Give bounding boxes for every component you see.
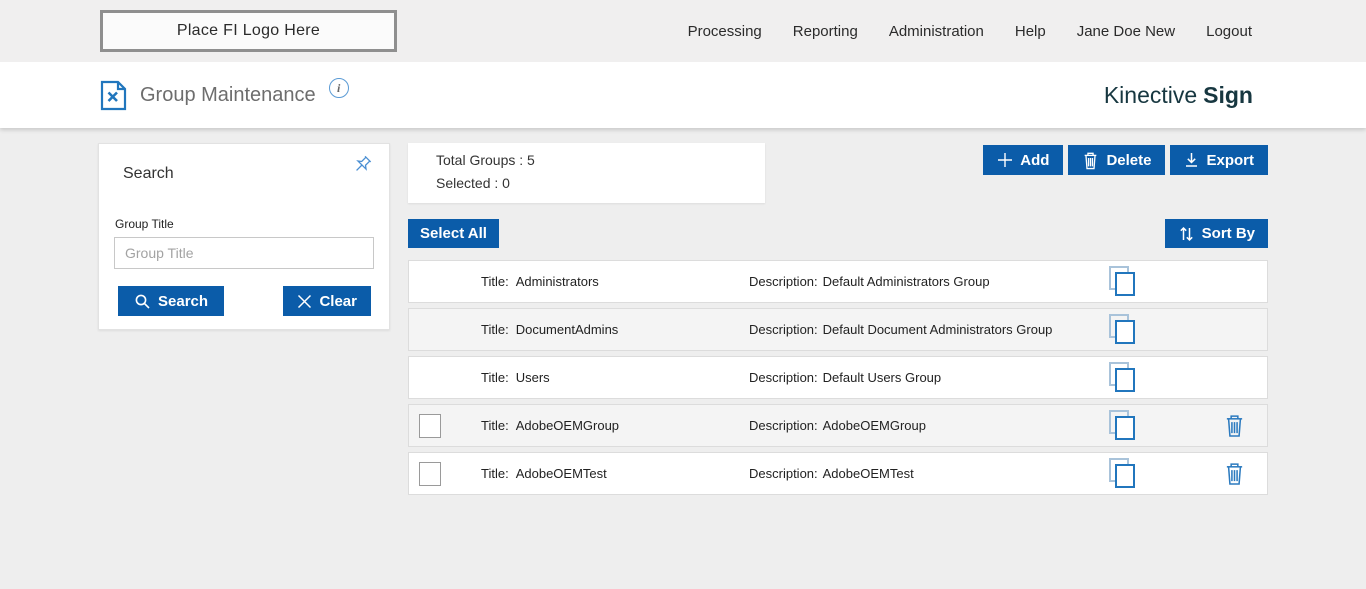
nav-user-menu[interactable]: Jane Doe New	[1076, 22, 1176, 40]
row-delete-button[interactable]	[1224, 461, 1245, 486]
selected-value: 0	[502, 175, 510, 191]
top-nav: Processing Reporting Administration Help…	[688, 0, 1252, 62]
nav-help[interactable]: Help	[1014, 22, 1046, 40]
row-description-prefix: Description:	[749, 466, 818, 481]
row-description-prefix: Description:	[749, 322, 818, 337]
group-row: Title: AdobeOEMTest Description: AdobeOE…	[408, 452, 1268, 495]
export-button[interactable]: Export	[1170, 145, 1268, 175]
pushpin-icon[interactable]	[348, 152, 375, 184]
info-icon[interactable]: i	[328, 78, 349, 98]
trash-icon	[1224, 413, 1245, 438]
trash-icon	[1082, 151, 1099, 170]
fi-logo-placeholder: Place FI Logo Here	[100, 10, 397, 52]
brand-text-regular: Kinective	[1103, 81, 1198, 108]
copy-icon[interactable]	[1109, 458, 1137, 489]
delete-button[interactable]: Delete	[1068, 145, 1166, 175]
main-content: Search Group Title Search	[0, 128, 1366, 589]
row-description-value: Default Users Group	[822, 370, 942, 385]
copy-icon[interactable]	[1109, 314, 1137, 345]
nav-logout[interactable]: Logout	[1206, 22, 1252, 40]
select-all-button[interactable]: Select All	[408, 219, 499, 248]
nav-reporting[interactable]: Reporting	[792, 22, 858, 40]
trash-icon	[1224, 461, 1245, 486]
plus-icon	[997, 152, 1013, 168]
clear-button[interactable]: Clear	[283, 286, 371, 316]
sort-by-button[interactable]: Sort By	[1164, 219, 1268, 248]
search-button[interactable]: Search	[118, 286, 225, 316]
row-title-value: DocumentAdmins	[515, 322, 619, 337]
row-title-prefix: Title:	[481, 322, 509, 337]
fi-logo-text: Place FI Logo Here	[176, 22, 321, 39]
row-title-value: Users	[515, 370, 550, 385]
row-description-value: AdobeOEMGroup	[822, 418, 926, 433]
group-row: Title: Users Description: Default Users …	[408, 356, 1268, 399]
row-description-prefix: Description:	[749, 370, 818, 385]
row-checkbox[interactable]	[419, 461, 441, 486]
row-title-prefix: Title:	[481, 466, 509, 481]
arrows-up-down-icon	[1178, 225, 1195, 243]
stats-box: Total Groups : 5 Selected : 0	[408, 143, 765, 203]
row-title-value: Administrators	[515, 274, 599, 289]
selected-label: Selected :	[436, 175, 499, 191]
row-title-prefix: Title:	[481, 370, 509, 385]
row-title-value: AdobeOEMGroup	[515, 418, 620, 433]
copy-icon[interactable]	[1109, 362, 1137, 393]
x-icon	[297, 294, 312, 309]
search-panel: Search Group Title Search	[98, 143, 390, 330]
row-delete-button[interactable]	[1224, 413, 1245, 438]
row-description-prefix: Description:	[749, 274, 818, 289]
row-checkbox[interactable]	[419, 413, 441, 438]
group-title-input[interactable]	[114, 237, 374, 269]
nav-processing[interactable]: Processing	[687, 22, 762, 40]
group-row: Title: DocumentAdmins Description: Defau…	[408, 308, 1268, 351]
group-row: Title: AdobeOEMGroup Description: AdobeO…	[408, 404, 1268, 447]
document-tools-icon	[100, 80, 127, 111]
page-title: Group Maintenance	[140, 83, 316, 106]
top-bar: Place FI Logo Here Processing Reporting …	[0, 0, 1366, 62]
copy-icon[interactable]	[1109, 410, 1137, 441]
copy-icon[interactable]	[1109, 266, 1137, 297]
total-groups-label: Total Groups :	[436, 152, 524, 168]
download-icon	[1184, 152, 1199, 168]
magnifier-icon	[134, 293, 151, 310]
total-groups-value: 5	[527, 152, 535, 168]
add-button[interactable]: Add	[983, 145, 1064, 175]
row-description-value: Default Document Administrators Group	[822, 322, 1053, 337]
page-header: Group Maintenance i Kinective Sign	[0, 62, 1366, 128]
group-title-label: Group Title	[115, 217, 174, 231]
row-description-value: AdobeOEMTest	[822, 466, 914, 481]
row-title-value: AdobeOEMTest	[515, 466, 607, 481]
group-list: Title: Administrators Description: Defau…	[408, 260, 1268, 500]
row-title-prefix: Title:	[481, 274, 509, 289]
row-description-prefix: Description:	[749, 418, 818, 433]
group-row: Title: Administrators Description: Defau…	[408, 260, 1268, 303]
row-title-prefix: Title:	[481, 418, 509, 433]
row-description-value: Default Administrators Group	[822, 274, 990, 289]
group-actions: Add Delete Export	[983, 145, 1268, 175]
brand-text-bold: Sign	[1203, 81, 1253, 108]
brand-logo: Kinective Sign	[1104, 62, 1253, 128]
nav-administration[interactable]: Administration	[888, 22, 984, 40]
search-panel-title: Search	[123, 165, 174, 182]
